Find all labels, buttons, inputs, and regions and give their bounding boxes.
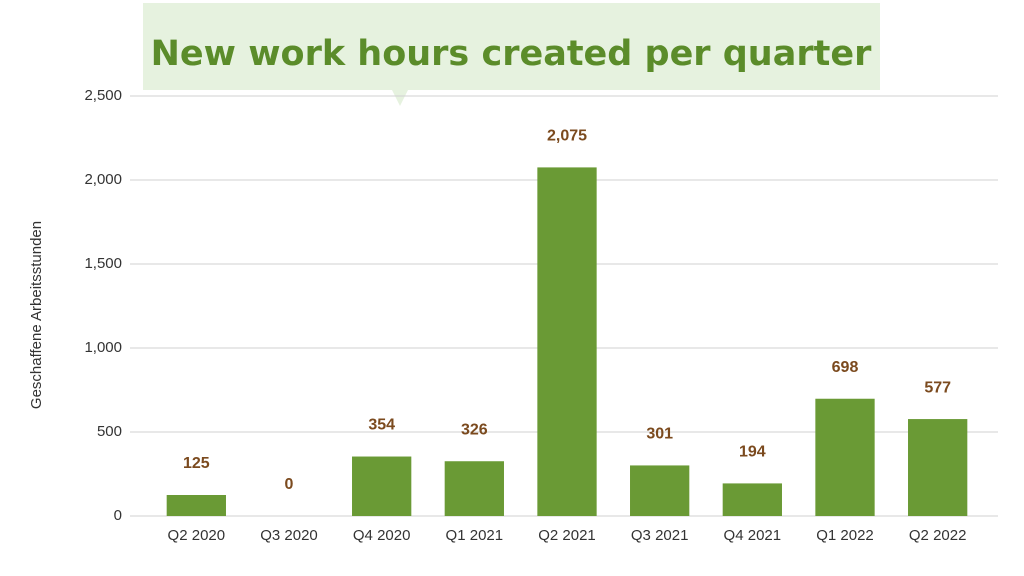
x-tick-label: Q4 2021 — [724, 527, 782, 544]
bar — [722, 483, 782, 516]
title-tail — [392, 90, 408, 106]
bar — [444, 461, 504, 516]
value-label: 0 — [285, 476, 294, 493]
value-label: 577 — [924, 379, 951, 396]
x-tick-label: Q2 2021 — [538, 527, 596, 544]
y-axis-label: Geschaffene Arbeitsstunden — [28, 221, 45, 409]
y-tick-label: 2,500 — [84, 87, 122, 104]
x-tick-label: Q1 2022 — [816, 527, 874, 544]
title-box — [143, 3, 880, 90]
value-label: 301 — [646, 426, 673, 443]
value-label: 125 — [183, 455, 210, 472]
bar — [908, 419, 968, 516]
x-tick-label: Q3 2021 — [631, 527, 689, 544]
value-label: 354 — [368, 417, 395, 434]
value-label: 326 — [461, 421, 488, 438]
bar — [815, 398, 875, 516]
value-label: 698 — [832, 359, 859, 376]
x-tick-label: Q2 2022 — [909, 527, 967, 544]
bar — [352, 456, 412, 516]
y-tick-label: 0 — [114, 507, 122, 524]
x-tick-label: Q3 2020 — [260, 527, 318, 544]
x-tick-label: Q2 2020 — [168, 527, 226, 544]
y-tick-label: 1,500 — [84, 255, 122, 272]
chart-title: New work hours created per quarter — [151, 34, 872, 74]
x-tick-label: Q1 2021 — [446, 527, 504, 544]
value-label: 194 — [739, 444, 766, 461]
value-label: 2,075 — [547, 128, 587, 145]
y-tick-label: 2,000 — [84, 171, 122, 188]
y-tick-label: 500 — [97, 423, 122, 440]
bar — [537, 167, 597, 516]
bar — [630, 465, 690, 516]
bar — [166, 495, 226, 516]
y-tick-label: 1,000 — [84, 339, 122, 356]
x-tick-label: Q4 2020 — [353, 527, 411, 544]
